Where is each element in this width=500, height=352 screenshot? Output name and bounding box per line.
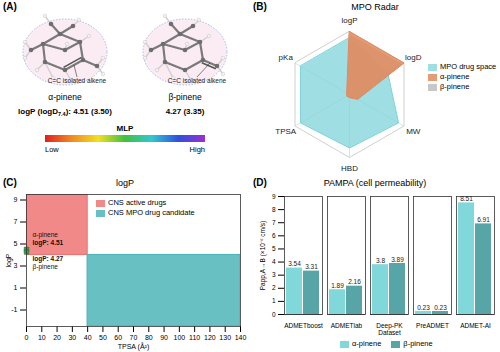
html-text:CNS active drugs: CNS active drugs xyxy=(108,198,167,207)
svg-text:High: High xyxy=(190,145,205,154)
svg-text:TPSA (Å²): TPSA (Å²) xyxy=(118,342,150,351)
svg-text:7: 7 xyxy=(14,218,18,225)
svg-text:-1: -1 xyxy=(11,306,17,313)
svg-text:C=C isolated alkene: C=C isolated alkene xyxy=(48,77,107,84)
svg-text:1: 1 xyxy=(14,284,18,291)
html-text:β-pinene: β-pinene xyxy=(440,82,470,91)
svg-text:50: 50 xyxy=(99,334,107,341)
svg-text:3.8: 3.8 xyxy=(376,257,385,264)
svg-text:110: 110 xyxy=(189,334,200,341)
svg-text:Dataset: Dataset xyxy=(378,329,401,336)
html-text:α-pinene: α-pinene xyxy=(352,339,382,348)
svg-text:3.89: 3.89 xyxy=(391,256,404,263)
svg-text:7: 7 xyxy=(272,219,276,226)
svg-text:α-pinene: α-pinene xyxy=(33,231,59,239)
svg-text:5: 5 xyxy=(14,240,18,247)
svg-text:logP: logP xyxy=(341,16,357,25)
svg-text:2.16: 2.16 xyxy=(348,278,361,285)
svg-text:30: 30 xyxy=(68,334,76,341)
html-text:(D): (D) xyxy=(253,177,267,188)
svg-text:0: 0 xyxy=(25,334,29,341)
svg-text:2: 2 xyxy=(272,284,276,291)
svg-text:90: 90 xyxy=(160,334,168,341)
svg-text:100: 100 xyxy=(174,334,186,341)
html-text:α-pinene: α-pinene xyxy=(440,72,470,81)
svg-text:MLP: MLP xyxy=(117,124,135,133)
svg-text:ADMETboost: ADMETboost xyxy=(284,322,323,329)
svg-text:α-pinene: α-pinene xyxy=(48,92,82,102)
svg-text:8.51: 8.51 xyxy=(460,195,473,202)
svg-text:Deep-PK: Deep-PK xyxy=(376,322,403,330)
svg-text:logD: logD xyxy=(405,53,422,62)
svg-text:80: 80 xyxy=(145,334,153,341)
svg-text:3.31: 3.31 xyxy=(305,263,318,270)
svg-text:ADMETlab: ADMETlab xyxy=(331,322,363,329)
svg-text:PreADMET: PreADMET xyxy=(416,322,449,329)
html-text:(B): (B) xyxy=(253,1,267,12)
svg-text:6.91: 6.91 xyxy=(477,216,490,223)
html-text:β-pinene: β-pinene xyxy=(403,339,433,348)
svg-text:Low: Low xyxy=(45,145,59,154)
html-text:PAMPA (cell permeability): PAMPA (cell permeability) xyxy=(323,178,427,188)
svg-text:logP: 4.27: logP: 4.27 xyxy=(33,255,64,263)
svg-text:0: 0 xyxy=(272,311,276,318)
svg-text:70: 70 xyxy=(130,334,138,341)
html-text:(A): (A) xyxy=(3,1,17,12)
svg-text:3: 3 xyxy=(272,271,276,278)
svg-text:20: 20 xyxy=(53,334,61,341)
svg-text:HBD: HBD xyxy=(341,164,358,173)
svg-text:1: 1 xyxy=(272,297,276,304)
svg-text:logP: 4.51: logP: 4.51 xyxy=(33,239,64,247)
svg-text:3.54: 3.54 xyxy=(288,260,301,267)
html-text:CNS MPO drug candidate: CNS MPO drug candidate xyxy=(108,208,195,217)
svg-text:5: 5 xyxy=(272,245,276,252)
svg-text:130: 130 xyxy=(219,334,231,341)
svg-text:β-pinene: β-pinene xyxy=(33,263,59,271)
svg-text:120: 120 xyxy=(204,334,216,341)
svg-text:0.23: 0.23 xyxy=(417,304,430,311)
svg-text:1.89: 1.89 xyxy=(331,282,344,289)
svg-text:8: 8 xyxy=(272,206,276,213)
svg-text:3: 3 xyxy=(14,262,18,269)
html-text:MPO drug space: MPO drug space xyxy=(440,62,497,71)
svg-text:9: 9 xyxy=(272,193,276,200)
svg-text:β-pinene: β-pinene xyxy=(168,92,202,102)
svg-text:10: 10 xyxy=(38,334,46,341)
html-text:logP: logP xyxy=(116,178,134,188)
svg-text:60: 60 xyxy=(114,334,122,341)
svg-text:Papp,A→B (×10⁻⁶ cm/s): Papp,A→B (×10⁻⁶ cm/s) xyxy=(259,221,267,291)
svg-text:140: 140 xyxy=(235,334,247,341)
svg-text:MW: MW xyxy=(406,127,421,136)
svg-text:4.27 (3.35): 4.27 (3.35) xyxy=(166,107,205,116)
html-text:MPO Radar: MPO Radar xyxy=(351,2,399,12)
svg-text:6: 6 xyxy=(272,232,276,239)
svg-text:logP: logP xyxy=(5,253,13,267)
html-text:(C): (C) xyxy=(3,177,17,188)
svg-text:0.23: 0.23 xyxy=(434,304,447,311)
svg-text:pKa: pKa xyxy=(279,53,294,62)
svg-text:logP (logD7.4): 4.51 (3.50): logP (logD7.4): 4.51 (3.50) xyxy=(18,107,112,117)
svg-text:9: 9 xyxy=(14,196,18,203)
svg-text:C=C isolated alkene: C=C isolated alkene xyxy=(168,77,227,84)
svg-text:TPSA: TPSA xyxy=(275,127,297,136)
svg-text:ADMET-AI: ADMET-AI xyxy=(460,322,491,329)
svg-text:4: 4 xyxy=(272,258,276,265)
svg-text:40: 40 xyxy=(84,334,92,341)
